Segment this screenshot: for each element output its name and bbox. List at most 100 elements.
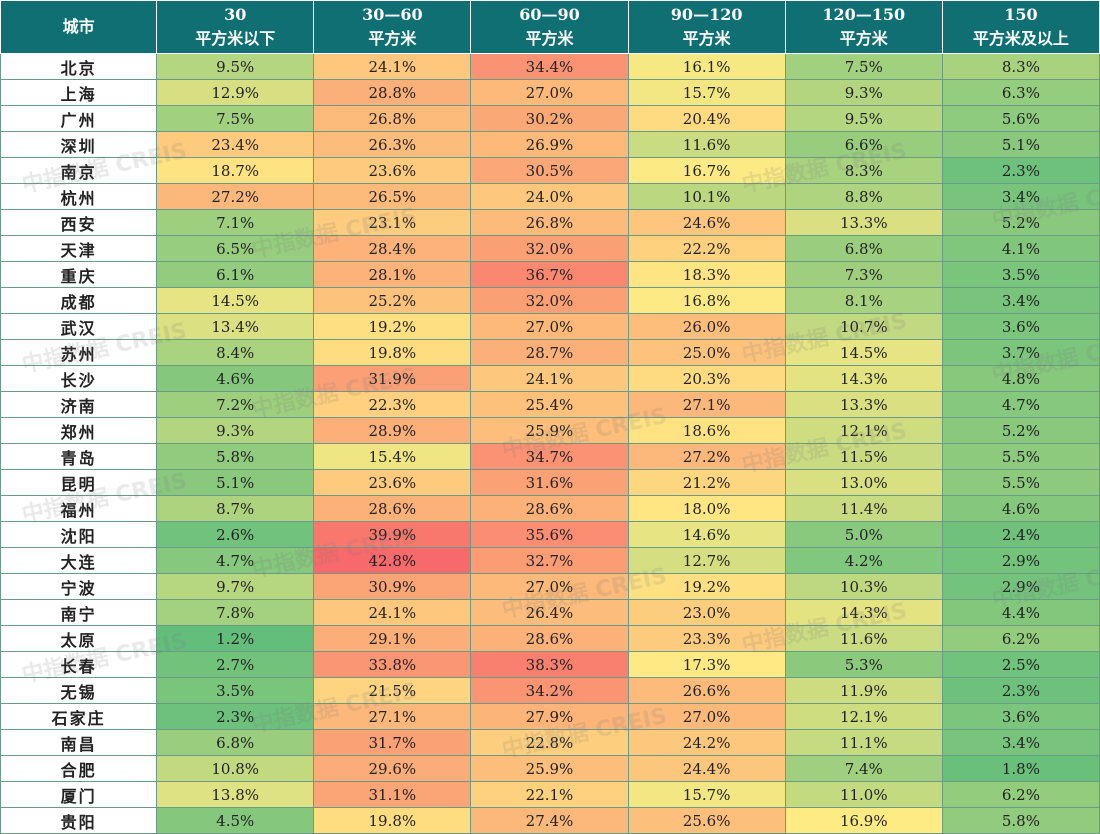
value-cell: 15.4%	[313, 443, 472, 470]
value-cell: 6.2%	[941, 625, 1100, 652]
value-cell: 2.3%	[941, 157, 1100, 184]
value-cell: 25.6%	[627, 807, 786, 834]
value-cell: 26.3%	[313, 131, 472, 158]
city-cell: 苏州	[0, 339, 158, 366]
header-line-2: 平方米	[525, 29, 574, 48]
value-cell: 6.6%	[784, 131, 943, 158]
value-cell: 25.2%	[313, 287, 472, 314]
value-cell: 12.1%	[784, 703, 943, 730]
value-cell: 4.6%	[941, 495, 1100, 522]
value-cell: 27.4%	[470, 807, 629, 834]
value-cell: 31.1%	[313, 781, 472, 808]
table-row: 深圳 23.4% 26.3% 26.9% 11.6% 6.6% 5.1%	[0, 131, 1100, 158]
value-cell: 4.7%	[941, 391, 1100, 418]
value-cell: 28.1%	[313, 261, 472, 288]
value-cell: 27.0%	[470, 79, 629, 106]
value-cell: 8.1%	[784, 287, 943, 314]
city-cell: 北京	[0, 53, 158, 80]
value-cell: 5.5%	[941, 469, 1100, 496]
value-cell: 34.2%	[470, 677, 629, 704]
value-cell: 10.1%	[627, 183, 786, 210]
table-row: 宁波 9.7% 30.9% 27.0% 19.2% 10.3% 2.9%	[0, 573, 1100, 600]
value-cell: 2.6%	[156, 521, 315, 548]
value-cell: 13.0%	[784, 469, 943, 496]
city-cell: 太原	[0, 625, 158, 652]
value-cell: 8.8%	[784, 183, 943, 210]
header-range-1: 30 平方米以下	[156, 0, 315, 54]
city-cell: 长沙	[0, 365, 158, 392]
value-cell: 22.8%	[470, 729, 629, 756]
value-cell: 32.0%	[470, 235, 629, 262]
table-row: 成都 14.5% 25.2% 32.0% 16.8% 8.1% 3.4%	[0, 287, 1100, 314]
table-body: 北京 9.5% 24.1% 34.4% 16.1% 7.5% 8.3% 上海 12.9% 28.8…	[0, 53, 1100, 834]
table-row: 合肥 10.8% 29.6% 25.9% 24.4% 7.4% 1.8%	[0, 755, 1100, 782]
value-cell: 3.4%	[941, 183, 1100, 210]
header-line-2: 平方米	[368, 29, 417, 48]
table-row: 北京 9.5% 24.1% 34.4% 16.1% 7.5% 8.3%	[0, 53, 1100, 80]
table-row: 沈阳 2.6% 39.9% 35.6% 14.6% 5.0% 2.4%	[0, 521, 1100, 548]
value-cell: 9.5%	[156, 53, 315, 80]
value-cell: 28.9%	[313, 417, 472, 444]
value-cell: 13.3%	[784, 391, 943, 418]
value-cell: 23.3%	[627, 625, 786, 652]
value-cell: 11.6%	[627, 131, 786, 158]
value-cell: 24.1%	[313, 599, 472, 626]
value-cell: 33.8%	[313, 651, 472, 678]
table-row: 大连 4.7% 42.8% 32.7% 12.7% 4.2% 2.9%	[0, 547, 1100, 574]
value-cell: 24.4%	[627, 755, 786, 782]
value-cell: 2.3%	[156, 703, 315, 730]
value-cell: 7.3%	[784, 261, 943, 288]
value-cell: 5.6%	[941, 105, 1100, 132]
value-cell: 5.8%	[156, 443, 315, 470]
value-cell: 3.6%	[941, 313, 1100, 340]
value-cell: 4.8%	[941, 365, 1100, 392]
city-cell: 上海	[0, 79, 158, 106]
value-cell: 23.6%	[313, 469, 472, 496]
header-line-1: 城市	[62, 17, 95, 36]
city-cell: 石家庄	[0, 703, 158, 730]
value-cell: 26.6%	[627, 677, 786, 704]
value-cell: 5.0%	[784, 521, 943, 548]
value-cell: 7.1%	[156, 209, 315, 236]
header-range-4: 90—120 平方米	[627, 0, 786, 54]
table-row: 厦门 13.8% 31.1% 22.1% 15.7% 11.0% 6.2%	[0, 781, 1100, 808]
value-cell: 30.9%	[313, 573, 472, 600]
value-cell: 28.6%	[313, 495, 472, 522]
value-cell: 13.4%	[156, 313, 315, 340]
value-cell: 32.7%	[470, 547, 629, 574]
value-cell: 4.5%	[156, 807, 315, 834]
value-cell: 18.6%	[627, 417, 786, 444]
value-cell: 29.1%	[313, 625, 472, 652]
value-cell: 18.3%	[627, 261, 786, 288]
value-cell: 39.9%	[313, 521, 472, 548]
value-cell: 25.0%	[627, 339, 786, 366]
value-cell: 19.8%	[313, 339, 472, 366]
value-cell: 3.5%	[941, 261, 1100, 288]
value-cell: 4.6%	[156, 365, 315, 392]
value-cell: 34.7%	[470, 443, 629, 470]
value-cell: 8.3%	[784, 157, 943, 184]
table-row: 南昌 6.8% 31.7% 22.8% 24.2% 11.1% 3.4%	[0, 729, 1100, 756]
value-cell: 14.5%	[784, 339, 943, 366]
value-cell: 7.5%	[784, 53, 943, 80]
value-cell: 7.2%	[156, 391, 315, 418]
header-range-5: 120—150 平方米	[784, 0, 943, 54]
value-cell: 27.0%	[470, 573, 629, 600]
city-cell: 贵阳	[0, 807, 158, 834]
value-cell: 11.0%	[784, 781, 943, 808]
table-row: 福州 8.7% 28.6% 28.6% 18.0% 11.4% 4.6%	[0, 495, 1100, 522]
value-cell: 23.1%	[313, 209, 472, 236]
value-cell: 2.9%	[941, 573, 1100, 600]
value-cell: 24.1%	[313, 53, 472, 80]
value-cell: 3.4%	[941, 287, 1100, 314]
value-cell: 13.8%	[156, 781, 315, 808]
city-cell: 济南	[0, 391, 158, 418]
value-cell: 6.8%	[784, 235, 943, 262]
value-cell: 26.8%	[470, 209, 629, 236]
value-cell: 26.8%	[313, 105, 472, 132]
table-row: 杭州 27.2% 26.5% 24.0% 10.1% 8.8% 3.4%	[0, 183, 1100, 210]
table-row: 青岛 5.8% 15.4% 34.7% 27.2% 11.5% 5.5%	[0, 443, 1100, 470]
value-cell: 14.3%	[784, 599, 943, 626]
value-cell: 18.7%	[156, 157, 315, 184]
value-cell: 21.2%	[627, 469, 786, 496]
